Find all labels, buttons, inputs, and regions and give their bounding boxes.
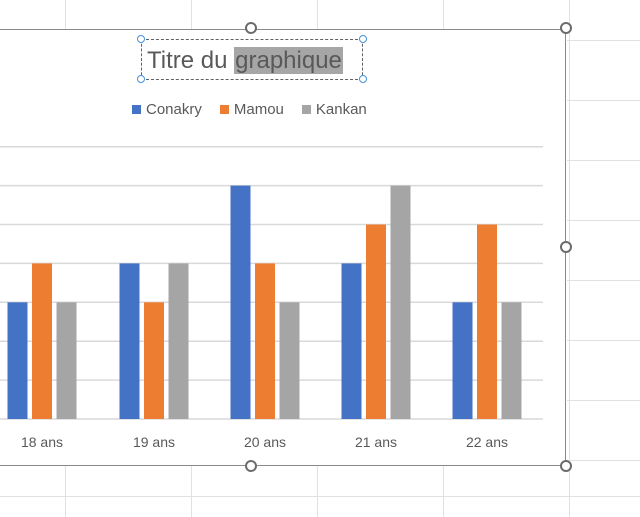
legend-item-kankan[interactable]: Kankan [301, 100, 367, 118]
bar-kankan-20-ans[interactable] [279, 302, 300, 419]
category-label: 22 ans [466, 434, 508, 450]
chart-resize-handle-bottom-right[interactable] [560, 460, 572, 472]
chart-resize-handle-bottom-center[interactable] [245, 460, 257, 472]
legend-label-kankan: Kankan [315, 100, 367, 118]
bar-conakry-19-ans[interactable] [119, 263, 140, 419]
bar-mamou-21-ans[interactable] [366, 224, 386, 420]
legend-label-conakry: Conakry [146, 100, 202, 118]
legend-swatch-mamou [219, 104, 229, 114]
chart-resize-handle-middle-right[interactable] [560, 241, 572, 253]
chart-title[interactable]: Titre du graphique [147, 46, 343, 76]
title-resize-handle-bottom-right[interactable] [359, 75, 367, 83]
bar-conakry-22-ans[interactable] [452, 302, 473, 419]
category-label: 19 ans [133, 434, 175, 450]
title-resize-handle-top-right[interactable] [359, 35, 367, 43]
bar-kankan-21-ans[interactable] [390, 185, 411, 419]
legend-label-mamou: Mamou [233, 100, 284, 118]
chart-legend[interactable]: Conakry Mamou Kankan [132, 99, 385, 119]
bar-kankan-18-ans[interactable] [56, 302, 77, 419]
category-label: 21 ans [355, 434, 397, 450]
bar-mamou-19-ans[interactable] [144, 302, 164, 419]
bar-kankan-22-ans[interactable] [501, 302, 522, 419]
chart-title-prefix: Titre du [147, 47, 235, 74]
bar-conakry-20-ans[interactable] [230, 185, 251, 419]
title-resize-handle-top-left[interactable] [137, 35, 145, 43]
chart-title-box[interactable] [141, 39, 363, 80]
bar-mamou-22-ans[interactable] [477, 224, 497, 420]
chart-resize-handle-top-center[interactable] [245, 22, 257, 34]
legend-swatch-conakry [132, 104, 141, 114]
bar-kankan-19-ans[interactable] [168, 263, 189, 419]
category-label: 18 ans [21, 434, 63, 450]
bar-conakry-21-ans[interactable] [341, 263, 362, 419]
legend-swatch-kankan [301, 104, 311, 114]
title-resize-handle-bottom-left[interactable] [137, 75, 145, 83]
category-label: 20 ans [244, 434, 286, 450]
chart-title-selected-text: graphique [234, 47, 343, 74]
bar-conakry-18-ans[interactable] [7, 302, 28, 419]
bar-mamou-20-ans[interactable] [255, 263, 275, 419]
chart-resize-handle-top-right[interactable] [560, 22, 572, 34]
bar-mamou-18-ans[interactable] [32, 263, 52, 419]
legend-item-conakry[interactable]: Conakry [132, 101, 202, 118]
legend-item-mamou[interactable]: Mamou [219, 100, 284, 118]
